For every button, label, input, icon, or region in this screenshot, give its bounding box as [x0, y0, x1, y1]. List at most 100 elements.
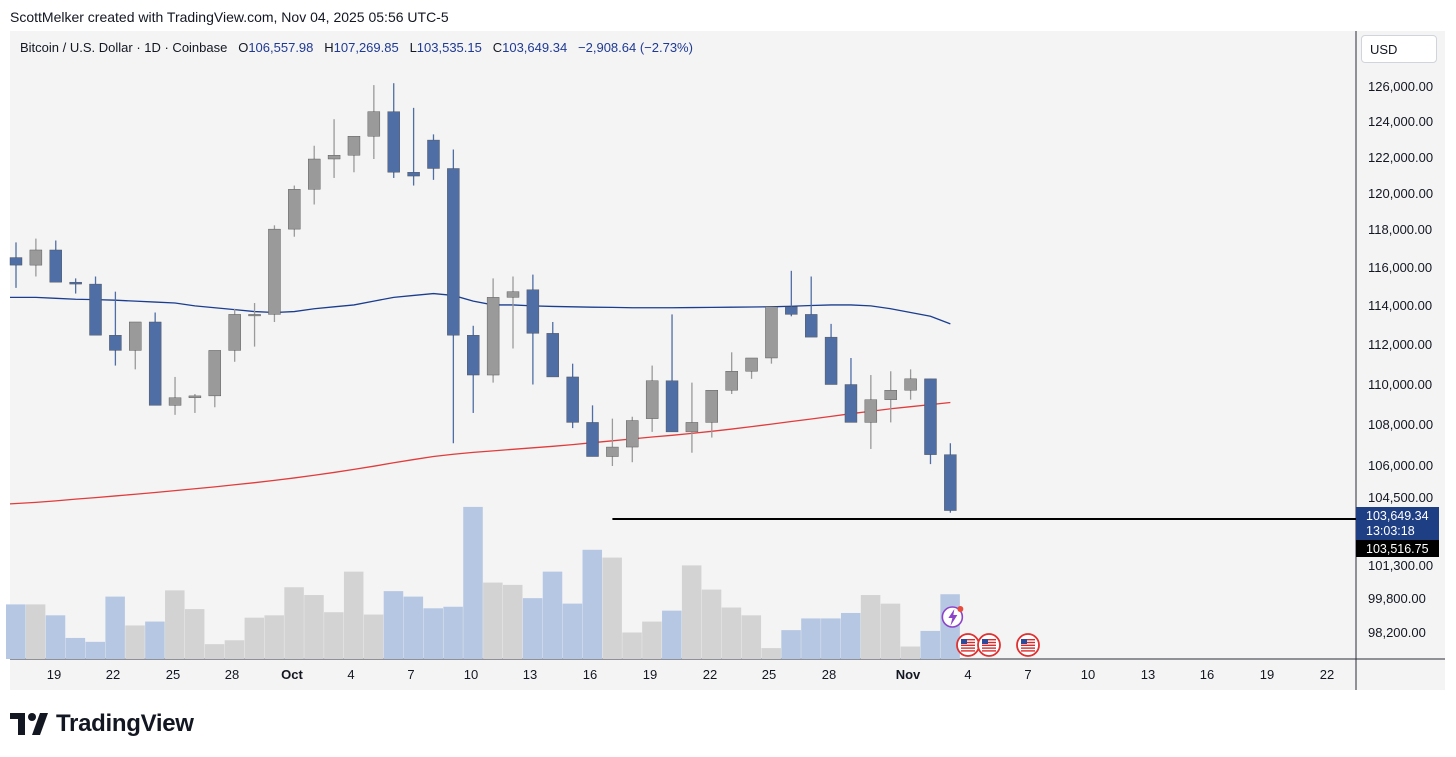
candle-body[interactable]	[387, 111, 400, 173]
symbol-label[interactable]: Bitcoin / U.S. Dollar · 1D · Coinbase	[20, 40, 228, 55]
candle-body[interactable]	[924, 378, 937, 455]
candle-body[interactable]	[308, 158, 321, 190]
time-tick-label: 13	[523, 667, 537, 682]
candle-body[interactable]	[69, 281, 82, 285]
price-tick-label: 108,000.00	[1368, 417, 1433, 432]
candle-body[interactable]	[29, 249, 43, 266]
tradingview-logo-icon	[10, 713, 48, 735]
volume-bar	[821, 618, 841, 659]
candle-body[interactable]	[407, 172, 420, 177]
candle-body[interactable]	[765, 306, 778, 359]
candle-body[interactable]	[546, 333, 559, 378]
volume-bar	[522, 598, 543, 659]
us-flag-icon[interactable]	[977, 633, 1001, 657]
candle-body[interactable]	[844, 384, 858, 423]
candle-body[interactable]	[49, 249, 62, 283]
volume-bar	[681, 565, 702, 659]
volume-bar	[85, 641, 106, 659]
candle-body[interactable]	[467, 335, 480, 376]
candle-body[interactable]	[367, 111, 381, 137]
price-tick-label: 98,200.00	[1368, 625, 1426, 640]
candle-body[interactable]	[745, 357, 758, 372]
candle-body[interactable]	[586, 422, 599, 457]
volume-bar	[542, 571, 563, 659]
lightning-event-icon[interactable]	[941, 606, 964, 628]
volume-bar	[6, 604, 26, 659]
candle-body[interactable]	[9, 257, 23, 266]
time-tick-label: 4	[964, 667, 971, 682]
candle-body[interactable]	[904, 378, 917, 391]
candle-body[interactable]	[665, 380, 679, 433]
candle-body[interactable]	[725, 371, 738, 391]
candle-body[interactable]	[129, 321, 142, 351]
candle-body[interactable]	[268, 228, 281, 315]
time-tick-label: Nov	[896, 667, 921, 682]
volume-bar	[165, 590, 185, 659]
currency-selector-button[interactable]: USD	[1361, 35, 1437, 63]
candle-body[interactable]	[785, 306, 798, 315]
candle-body[interactable]	[486, 297, 500, 376]
volume-bar	[662, 610, 682, 659]
candle-body[interactable]	[566, 376, 579, 423]
time-tick-label: 7	[1024, 667, 1031, 682]
candle-body[interactable]	[606, 446, 619, 457]
time-tick-label: 25	[762, 667, 776, 682]
ohlc-legend: Bitcoin / U.S. Dollar · 1D · Coinbase O1…	[20, 40, 693, 55]
price-tick-label: 112,000.00	[1368, 337, 1432, 352]
candle-body[interactable]	[705, 390, 718, 423]
volume-bar	[244, 617, 265, 659]
candle-body[interactable]	[427, 139, 440, 169]
time-tick-label: 7	[407, 667, 414, 682]
candle-body[interactable]	[944, 454, 957, 511]
low-label: L	[409, 40, 417, 55]
us-flag-icon[interactable]	[956, 633, 980, 657]
candle-body[interactable]	[288, 189, 301, 230]
price-tick-label: 118,000.00	[1368, 222, 1432, 237]
candle-body[interactable]	[208, 350, 222, 397]
brand-name: TradingView	[56, 710, 194, 737]
candle-body[interactable]	[805, 314, 818, 338]
price-tick-label: 99,800.00	[1368, 591, 1426, 606]
change-value: −2,908.64 (−2.73%)	[578, 40, 693, 55]
candle-body[interactable]	[526, 289, 540, 334]
candle-body[interactable]	[626, 420, 639, 448]
volume-bar	[284, 587, 304, 659]
volume-bar	[25, 604, 46, 659]
volume-bar	[701, 589, 722, 659]
chart-caption: ScottMelker created with TradingView.com…	[10, 9, 449, 25]
ma-slow-line	[9, 401, 951, 505]
candle-body[interactable]	[327, 155, 341, 160]
volume-bar	[582, 549, 603, 659]
candle-body[interactable]	[248, 314, 261, 317]
time-tick-label: 22	[1320, 667, 1334, 682]
time-tick-label: 25	[166, 667, 180, 682]
time-tick-label: 22	[703, 667, 717, 682]
candle-body[interactable]	[884, 390, 897, 400]
candle-body[interactable]	[188, 395, 202, 398]
candle-body[interactable]	[89, 283, 102, 336]
close-label: C	[492, 40, 503, 55]
candle-body[interactable]	[447, 168, 460, 336]
candle-body[interactable]	[864, 399, 878, 423]
candle-body[interactable]	[168, 397, 182, 406]
chart-area[interactable]	[10, 31, 1445, 690]
volume-bar	[483, 582, 503, 659]
price-tick-label: 104,500.00	[1368, 490, 1433, 505]
candle-body[interactable]	[506, 291, 520, 298]
high-value: 107,269.85	[333, 40, 399, 55]
candle-body[interactable]	[347, 136, 361, 156]
candle-body[interactable]	[824, 336, 838, 385]
time-tick-label: 22	[106, 667, 120, 682]
volume-bar	[45, 615, 66, 659]
volume-bar	[900, 646, 921, 659]
candle-body[interactable]	[685, 422, 699, 433]
time-tick-label: 28	[225, 667, 239, 682]
candle-body[interactable]	[645, 380, 659, 419]
candle-body[interactable]	[228, 314, 241, 351]
us-flag-icon[interactable]	[1016, 633, 1040, 657]
volume-bar	[264, 615, 284, 659]
candle-body[interactable]	[148, 321, 162, 406]
support-price-tag	[1356, 540, 1439, 557]
candle-body[interactable]	[109, 335, 122, 351]
price-tick-label: 126,000.00	[1368, 79, 1433, 94]
